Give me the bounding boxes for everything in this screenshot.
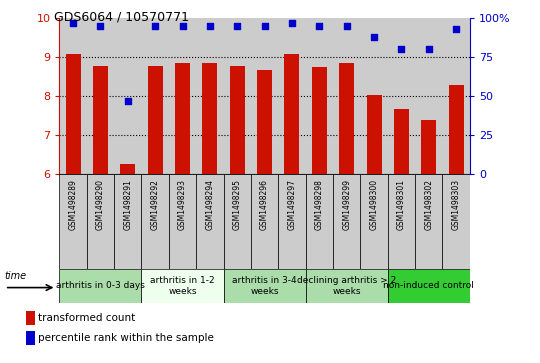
Point — [315, 23, 323, 29]
Bar — [26, 331, 36, 345]
Bar — [306, 18, 333, 174]
Bar — [26, 311, 36, 325]
Text: GSM1498298: GSM1498298 — [315, 179, 324, 230]
Bar — [169, 174, 196, 269]
Bar — [388, 269, 470, 303]
Text: GSM1498300: GSM1498300 — [369, 179, 379, 230]
Point — [69, 20, 77, 26]
Text: GSM1498294: GSM1498294 — [205, 179, 214, 230]
Point — [260, 23, 269, 29]
Bar — [278, 174, 306, 269]
Text: GSM1498289: GSM1498289 — [69, 179, 78, 230]
Point — [397, 46, 406, 52]
Text: percentile rank within the sample: percentile rank within the sample — [37, 333, 213, 343]
Bar — [415, 174, 442, 269]
Text: GDS6064 / 10570771: GDS6064 / 10570771 — [54, 11, 189, 24]
Bar — [333, 174, 360, 269]
Text: declining arthritis > 2
weeks: declining arthritis > 2 weeks — [297, 276, 396, 295]
Bar — [339, 63, 354, 174]
Text: GSM1498290: GSM1498290 — [96, 179, 105, 230]
Bar — [306, 269, 388, 303]
Bar — [141, 174, 169, 269]
Bar — [114, 18, 141, 174]
Bar — [415, 18, 442, 174]
Text: GSM1498299: GSM1498299 — [342, 179, 351, 230]
Text: GSM1498293: GSM1498293 — [178, 179, 187, 230]
Text: GSM1498291: GSM1498291 — [123, 179, 132, 230]
Bar — [388, 174, 415, 269]
Bar — [251, 18, 278, 174]
Point — [424, 46, 433, 52]
Text: GSM1498292: GSM1498292 — [151, 179, 160, 230]
Bar — [278, 18, 306, 174]
Bar — [388, 18, 415, 174]
Text: GSM1498295: GSM1498295 — [233, 179, 242, 230]
Bar — [442, 174, 470, 269]
Bar — [224, 18, 251, 174]
Bar — [449, 85, 464, 174]
Bar — [147, 66, 163, 174]
Bar — [141, 269, 224, 303]
Bar — [202, 63, 218, 174]
Point — [151, 23, 159, 29]
Text: GSM1498301: GSM1498301 — [397, 179, 406, 230]
Bar — [442, 18, 470, 174]
Text: time: time — [5, 271, 27, 281]
Bar — [196, 18, 224, 174]
Bar — [360, 174, 388, 269]
Bar — [312, 67, 327, 174]
Bar — [394, 109, 409, 174]
Bar — [421, 120, 436, 174]
Bar — [114, 174, 141, 269]
Text: arthritis in 3-4
weeks: arthritis in 3-4 weeks — [232, 276, 297, 295]
Bar — [285, 54, 300, 174]
Bar — [87, 174, 114, 269]
Text: non-induced control: non-induced control — [383, 281, 474, 290]
Text: arthritis in 0-3 days: arthritis in 0-3 days — [56, 281, 145, 290]
Bar — [196, 174, 224, 269]
Bar — [224, 174, 251, 269]
Text: GSM1498302: GSM1498302 — [424, 179, 433, 230]
Bar — [367, 95, 382, 174]
Bar — [169, 18, 196, 174]
Bar — [65, 54, 80, 174]
Bar — [87, 18, 114, 174]
Point — [124, 98, 132, 104]
Bar — [59, 174, 87, 269]
Bar — [93, 66, 108, 174]
Bar — [59, 269, 141, 303]
Bar — [257, 70, 272, 174]
Bar — [224, 269, 306, 303]
Bar — [175, 63, 190, 174]
Bar — [360, 18, 388, 174]
Text: GSM1498303: GSM1498303 — [451, 179, 461, 230]
Point — [233, 23, 241, 29]
Bar — [59, 18, 87, 174]
Point — [342, 23, 351, 29]
Point — [178, 23, 187, 29]
Point — [96, 23, 105, 29]
Point — [288, 20, 296, 26]
Bar — [306, 174, 333, 269]
Text: GSM1498296: GSM1498296 — [260, 179, 269, 230]
Point — [206, 23, 214, 29]
Bar — [230, 66, 245, 174]
Bar — [251, 174, 278, 269]
Bar — [120, 164, 136, 174]
Point — [370, 34, 379, 40]
Point — [452, 26, 461, 32]
Text: transformed count: transformed count — [37, 313, 135, 323]
Bar — [141, 18, 169, 174]
Text: arthritis in 1-2
weeks: arthritis in 1-2 weeks — [150, 276, 215, 295]
Bar — [333, 18, 360, 174]
Text: GSM1498297: GSM1498297 — [287, 179, 296, 230]
